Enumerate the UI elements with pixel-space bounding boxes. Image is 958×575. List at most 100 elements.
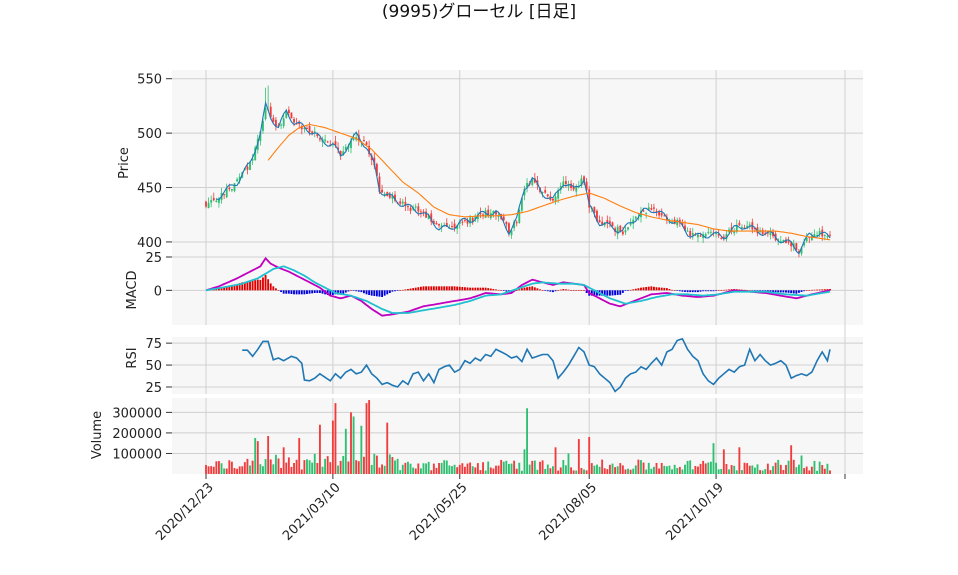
- macd-hist-143: [575, 290, 578, 291]
- volume-bar-146: [583, 469, 585, 474]
- candle-body-148: [588, 189, 591, 208]
- volume-bar-62: [365, 403, 368, 474]
- ytick-label-volume-0: 100000: [112, 447, 162, 462]
- macd-hist-11: [233, 284, 236, 291]
- volume-bar-19: [254, 438, 257, 474]
- candle-body-127: [533, 178, 536, 183]
- volume-bar-168: [640, 460, 642, 474]
- candle-body-157: [611, 222, 614, 227]
- volume-plot: [205, 400, 831, 474]
- volume-bar-229: [797, 464, 800, 474]
- price-ylabel: Price: [117, 147, 132, 179]
- volume-bar-129: [539, 461, 541, 474]
- volume-bar-188: [691, 469, 694, 474]
- candle-body-207: [741, 226, 743, 228]
- ytick-label-volume-2: 300000: [112, 406, 162, 421]
- candle-body-180: [671, 221, 673, 223]
- candle-body-147: [585, 181, 588, 191]
- macd-hist-233: [808, 290, 811, 291]
- volume-bar-234: [810, 466, 813, 474]
- macd-ylabel: MACD: [125, 271, 140, 310]
- candle-body-218: [769, 231, 772, 236]
- volume-bar-151: [596, 464, 598, 474]
- macd-hist-29: [280, 290, 283, 292]
- macd-hist-241: [829, 289, 831, 291]
- candle-body-134: [552, 198, 554, 201]
- macd-hist-227: [792, 290, 795, 294]
- volume-bar-145: [580, 467, 583, 474]
- volume-bar-40: [308, 460, 311, 474]
- candle-body-113: [497, 215, 500, 218]
- volume-bar-35: [295, 459, 298, 474]
- macd-hist-8: [225, 286, 228, 291]
- candle-body-52: [339, 150, 342, 157]
- candle-body-199: [720, 237, 723, 239]
- candle-body-235: [813, 234, 816, 237]
- candle-body-126: [531, 178, 534, 185]
- volume-bar-196: [712, 443, 715, 474]
- candle-body-17: [249, 162, 251, 170]
- candle-body-229: [797, 251, 800, 253]
- candle-body-208: [743, 227, 746, 229]
- volume-bar-17: [249, 465, 251, 474]
- macd-hist-179: [668, 289, 671, 291]
- volume-bar-133: [549, 468, 552, 474]
- volume-bar-224: [785, 464, 787, 474]
- macd-hist-219: [772, 290, 774, 292]
- xtick-label-2: 2021/05/25: [407, 480, 471, 544]
- candle-body-158: [614, 228, 617, 232]
- candle-body-85: [425, 211, 428, 218]
- volume-bar-99: [461, 463, 464, 474]
- volume-bar-2: [210, 466, 213, 474]
- macd-hist-147: [585, 290, 588, 293]
- volume-bar-38: [303, 460, 306, 474]
- candle-body-117: [508, 223, 510, 233]
- macd-hist-28: [277, 290, 280, 291]
- candle-body-224: [785, 239, 787, 244]
- volume-bar-79: [409, 463, 412, 474]
- macd-hist-181: [673, 290, 676, 291]
- macd-hist-153: [601, 290, 604, 296]
- macd-hist-236: [816, 289, 818, 291]
- volume-bar-87: [430, 470, 433, 474]
- macd-hist-121: [518, 289, 521, 291]
- volume-bar-228: [795, 467, 798, 474]
- candle-body-105: [476, 214, 479, 220]
- macd-hist-26: [272, 286, 275, 291]
- volume-bar-90: [438, 462, 440, 474]
- volume-bar-83: [419, 468, 422, 474]
- macd-hist-213: [756, 290, 759, 291]
- rsi-line: [242, 337, 831, 393]
- volume-bar-78: [407, 461, 409, 474]
- candle-body-145: [580, 178, 583, 186]
- macd-hist-45: [321, 290, 324, 294]
- macd-hist-89: [435, 286, 438, 291]
- macd-hist-203: [730, 289, 733, 291]
- volume-bar-64: [370, 464, 373, 474]
- candle-body-111: [492, 210, 495, 214]
- volume-bar-4: [215, 461, 218, 474]
- volume-bar-218: [769, 470, 772, 474]
- volume-bar-206: [738, 447, 741, 474]
- volume-bar-107: [482, 462, 484, 474]
- candle-body-76: [401, 201, 404, 204]
- candle-body-96: [453, 223, 456, 228]
- volume-bar-169: [642, 462, 645, 474]
- macd-hist-63: [368, 290, 371, 295]
- candle-body-184: [681, 223, 684, 226]
- macd-hist-38: [303, 290, 306, 295]
- macd-hist-37: [300, 290, 303, 295]
- macd-hist-59: [357, 290, 360, 292]
- volume-bar-232: [805, 466, 808, 474]
- macd-hist-30: [282, 290, 285, 294]
- candle-body-226: [790, 242, 793, 247]
- macd-hist-191: [699, 290, 702, 292]
- candle-body-116: [505, 221, 508, 225]
- macd-hist-132: [546, 290, 549, 292]
- volume-bar-220: [774, 462, 777, 474]
- candle-body-106: [479, 212, 482, 214]
- volume-bar-180: [671, 469, 673, 474]
- macd-hist-192: [702, 290, 705, 292]
- volume-bar-48: [329, 462, 332, 474]
- candle-body-22: [262, 120, 264, 131]
